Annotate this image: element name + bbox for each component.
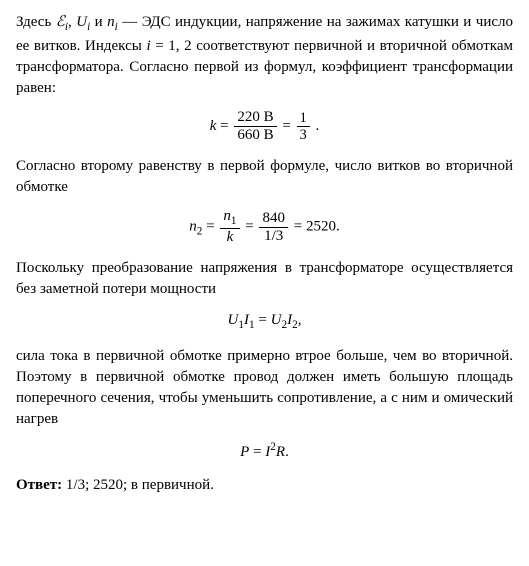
formula-n2: n2 = n1k = 8401/3 = 2520.	[16, 208, 513, 246]
formula-k: k = 220 В660 В = 13 .	[16, 109, 513, 145]
comma: ,	[298, 312, 302, 328]
denominator: 660 В	[234, 127, 276, 144]
eq: =	[202, 219, 218, 235]
paragraph-4: сила тока в первичной обмотке примерно в…	[16, 346, 513, 430]
numerator: 840	[259, 210, 288, 228]
eq: =	[216, 118, 232, 134]
var-u: U	[271, 312, 282, 328]
formula-heating: P = I2R.	[16, 440, 513, 463]
text: и	[90, 14, 107, 30]
numerator: 220 В	[234, 109, 276, 127]
lhs-base: n	[189, 219, 197, 235]
result: 2520.	[306, 219, 340, 235]
eq: =	[255, 312, 271, 328]
var-emf: ℰ	[56, 14, 65, 30]
numerator: n1	[220, 208, 239, 229]
eq: =	[279, 118, 295, 134]
text: ,	[68, 14, 76, 30]
paragraph-3: Поскольку преобразование напряжения в тр…	[16, 258, 513, 300]
paragraph-1: Здесь ℰi, Ui и ni — ЭДС индукции, напряж…	[16, 12, 513, 99]
var-p: P	[240, 444, 249, 460]
period: .	[312, 118, 320, 134]
formula-power-balance: U1I1 = U2I2,	[16, 310, 513, 334]
denominator: 1/3	[259, 228, 288, 245]
fraction: 8401/3	[259, 210, 288, 246]
eq: =	[249, 444, 265, 460]
var-u: U	[76, 14, 87, 30]
var-u: U	[228, 312, 239, 328]
period: .	[285, 444, 289, 460]
num-sub: 1	[231, 215, 237, 227]
paragraph-2: Согласно второму равенству в первой форм…	[16, 156, 513, 198]
text: Здесь	[16, 14, 56, 30]
fraction: 220 В660 В	[234, 109, 276, 145]
numerator: 1	[297, 110, 310, 127]
var-r: R	[276, 444, 285, 460]
denominator: 3	[297, 127, 310, 143]
answer-text: 1/3; 2520; в первичной.	[66, 477, 214, 493]
fraction: 13	[297, 110, 310, 144]
answer-line: Ответ: 1/3; 2520; в первичной.	[16, 475, 513, 496]
num-base: n	[223, 208, 231, 224]
var-n: n	[107, 14, 115, 30]
eq: =	[242, 219, 258, 235]
denominator: k	[220, 229, 239, 246]
fraction: n1k	[220, 208, 239, 246]
eq: =	[290, 219, 306, 235]
answer-label: Ответ:	[16, 477, 66, 493]
